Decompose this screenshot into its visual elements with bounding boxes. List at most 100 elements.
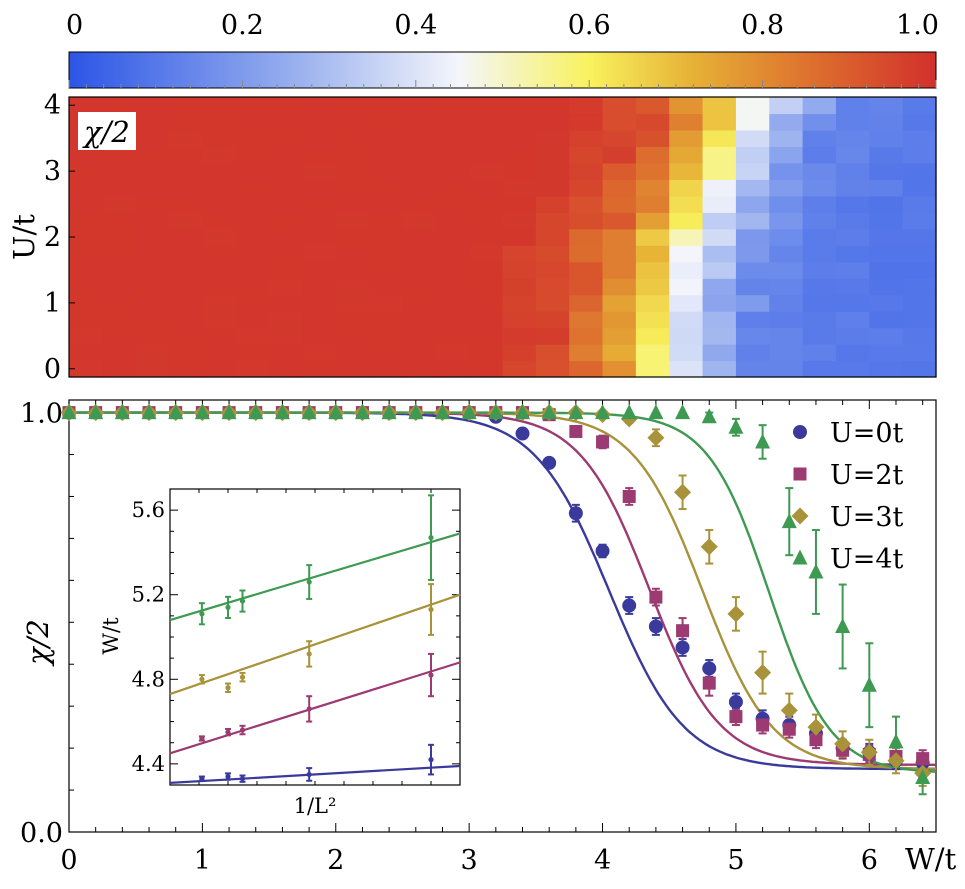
heatmap-cell [435,327,470,345]
inset-fit-U=4t [169,532,461,622]
heatmap-cell [469,278,504,296]
heatmap-cell [335,327,370,345]
heatmap-cell [335,195,370,213]
data-point-U=0t [675,640,690,655]
heatmap-cell [169,245,203,263]
heatmap-cell [302,179,337,197]
main-y-ticks: 0.0 1.0 [20,399,78,849]
heatmap-cell [269,212,304,230]
heatmap-cell [602,212,637,230]
heatmap-cell [435,195,470,213]
data-point-U=4t [461,404,477,420]
heatmap-cell [602,278,637,296]
heatmap-cell [102,311,137,329]
heatmap-cell [802,311,837,329]
inset-point-U=2t [428,672,434,678]
heatmap-cell [802,97,837,115]
heatmap-cell [769,245,804,263]
heatmap-cell [402,113,437,131]
heatmap-cell [802,344,837,362]
heatmap-cell [569,162,604,180]
inset-fit-U=2t [169,661,461,755]
heatmap-cell [369,146,404,164]
heatmap-cell [469,162,504,180]
heatmap-cell [235,344,270,362]
inset-point-U=4t [225,604,231,611]
inset-x-axis-label: 1/L² [294,794,337,818]
heatmap-cell [335,97,370,115]
heatmap-cell [502,212,537,230]
heatmap-cell [535,212,570,230]
heatmap-cell [635,129,670,148]
data-point-U=4t [141,404,157,420]
heatmap-cell [269,344,304,362]
inset-y-ticks: 4.4 4.8 5.2 5.6 [132,488,460,786]
heatmap-cell [702,261,737,279]
main-x-tick-label: 5 [727,845,744,876]
heatmap-cell [769,146,804,164]
heatmap-cell [835,261,870,279]
heatmap-cell [869,146,904,164]
heatmap-annotation-box [78,112,136,150]
heatmap-cell [135,212,170,230]
heatmap-cell [502,327,537,345]
heatmap-cell [335,113,370,131]
heatmap-cell [335,261,370,279]
heatmap-cell [535,294,570,312]
heatmap-cell [602,360,637,378]
heatmap-cell [869,179,904,197]
heatmap-cell [502,294,537,312]
heatmap-cell [769,261,804,279]
heatmap-cell [535,261,570,279]
heatmap-cell [202,245,237,263]
heatmap-cell [702,327,737,345]
heatmap-cell [202,162,237,180]
heatmap-cell [502,162,537,180]
heatmap-cell [769,179,804,197]
heatmap-cell [469,129,504,148]
heatmap-cell [902,97,937,115]
heatmap-cell [469,294,504,312]
heatmap-cell [835,344,870,362]
heatmap-cell [902,228,937,246]
data-point-U=4t [88,404,104,420]
heatmap-cell [169,146,203,164]
data-point-U=3t [727,605,745,623]
heatmap-cell [102,327,137,345]
heatmap-cell [135,129,170,148]
heatmap-cell [435,97,470,115]
heatmap-cell [802,245,837,263]
heatmap-cell [102,245,137,263]
heatmap-cell [235,113,270,131]
heatmap-cell [235,146,270,164]
heatmap-cell [202,146,237,164]
heatmap-cell [69,294,103,312]
heatmap-cell [602,162,637,180]
heatmap-cell [835,294,870,312]
inset-point-U=2t [199,735,205,742]
heatmap-cell [469,245,504,263]
heatmap-cell [202,294,237,312]
heatmap-cell [335,162,370,180]
data-point-U=0t [595,543,610,558]
data-point-U=4t [888,733,904,749]
heatmap-cell [269,360,304,378]
heatmap-cell [102,344,137,362]
heatmap-cell [502,129,537,148]
data-point-U=3t [860,743,878,761]
heatmap-cell [469,344,504,362]
heatmap-cell [902,360,937,378]
inset-points [198,494,434,783]
data-point-U=3t [674,483,692,501]
heatmap-cell [402,97,437,115]
data-point-U=2t [596,435,610,449]
heatmap-cell [535,162,570,180]
main-x-axis-label: W/t [905,842,957,876]
heatmap-cell [369,228,404,246]
heatmap-cell [369,261,404,279]
heatmap-cell [502,261,537,279]
heatmap-cell [569,179,604,197]
heatmap-cell [669,195,704,213]
heatmap-cell [169,212,203,230]
